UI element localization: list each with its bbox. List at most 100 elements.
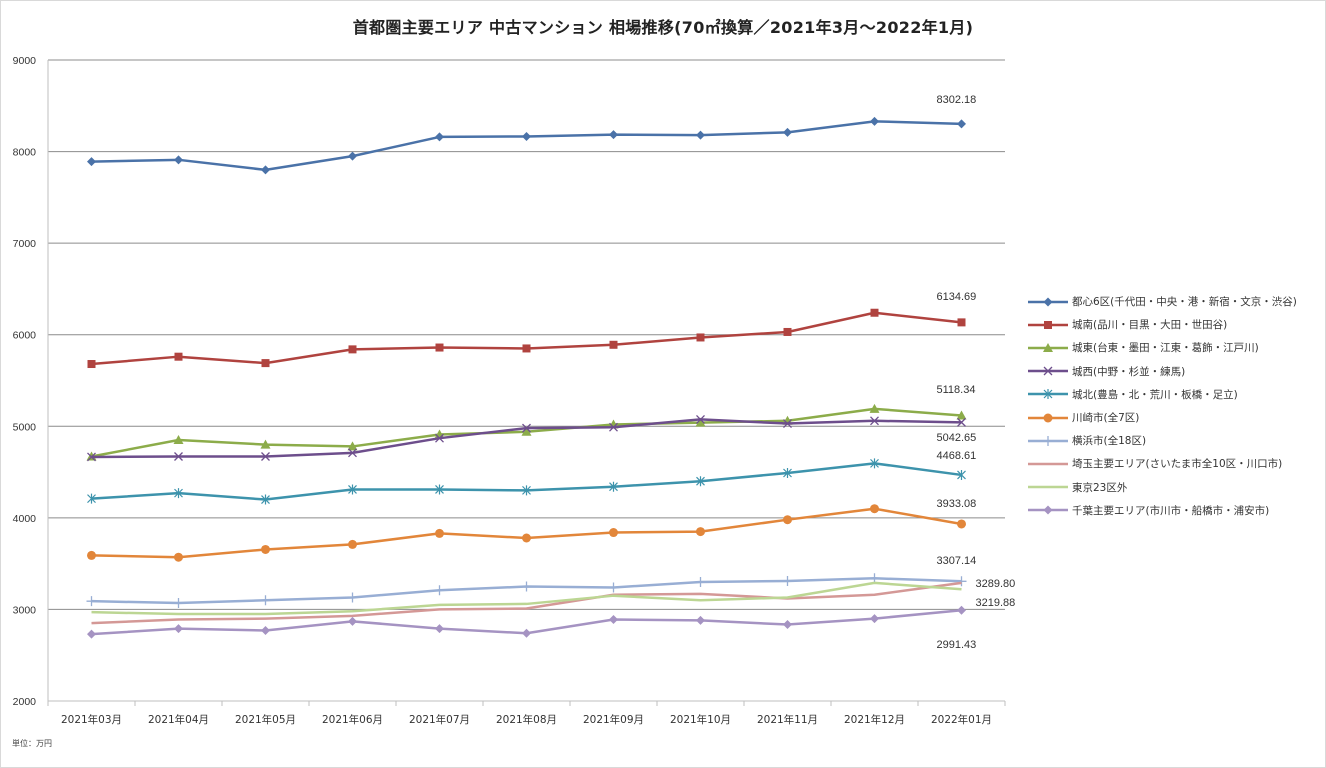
data-point <box>522 485 531 496</box>
series-4 <box>87 458 966 505</box>
y-tick-label: 8000 <box>13 147 37 159</box>
data-point <box>957 469 966 480</box>
x-tick-label: 2021年10月 <box>670 713 731 726</box>
data-point <box>783 620 792 630</box>
end-label: 5042.65 <box>937 432 977 444</box>
data-point <box>348 539 357 549</box>
legend-swatch <box>1028 366 1068 376</box>
data-point <box>956 576 967 587</box>
data-point <box>1043 366 1053 376</box>
x-tick-label: 2022年01月 <box>931 713 992 726</box>
legend-swatch <box>1028 320 1068 329</box>
data-point <box>348 448 357 458</box>
data-point <box>87 550 96 560</box>
legend-item: 城東(台東・墨田・江東・葛飾・江戸川) <box>1026 336 1297 359</box>
data-point <box>957 417 966 427</box>
data-point <box>87 452 96 462</box>
data-point <box>173 435 184 445</box>
series-6 <box>86 573 967 609</box>
data-point <box>435 528 444 538</box>
legend-label: 城西(中野・杉並・練馬) <box>1072 365 1186 378</box>
data-point <box>956 410 967 420</box>
data-point <box>261 625 270 635</box>
data-point <box>174 624 183 634</box>
data-point <box>782 576 793 587</box>
data-point <box>696 130 705 140</box>
series-lines <box>86 116 967 639</box>
legend-label: 城北(豊島・北・荒川・板橋・足立) <box>1072 388 1238 401</box>
legend-label: 城東(台東・墨田・江東・葛飾・江戸川) <box>1072 342 1259 355</box>
data-point <box>1043 435 1053 446</box>
data-point <box>696 333 705 342</box>
data-point <box>260 439 271 449</box>
series-line <box>91 581 962 625</box>
data-point <box>87 493 96 504</box>
x-tick-label: 2021年11月 <box>757 713 818 726</box>
data-point <box>261 544 270 554</box>
data-point <box>696 527 705 537</box>
legend-label: 横浜市(全18区) <box>1072 435 1147 448</box>
x-tick-label: 2021年03月 <box>61 713 122 726</box>
series-line <box>91 418 962 459</box>
data-point <box>609 340 618 349</box>
data-point <box>348 484 357 495</box>
data-point <box>870 308 879 317</box>
data-point <box>435 132 444 142</box>
series-2 <box>86 403 967 461</box>
data-point <box>609 130 618 140</box>
legend-item: 城南(品川・目黒・大田・世田谷) <box>1026 313 1297 336</box>
series-9 <box>87 605 966 639</box>
legend-item: 千葉主要エリア(市川市・船橋市・浦安市) <box>1026 499 1297 522</box>
data-point <box>522 533 531 543</box>
x-tick-label: 2021年09月 <box>583 713 644 726</box>
y-tick-label: 5000 <box>13 421 37 433</box>
data-point <box>609 528 618 538</box>
end-label: 8302.18 <box>937 94 977 106</box>
data-point <box>522 344 531 353</box>
data-point <box>1043 413 1053 423</box>
data-point <box>1044 320 1052 329</box>
data-point <box>174 488 183 499</box>
legend-item: 埼玉主要エリア(さいたま市全10区・川口市) <box>1026 452 1297 475</box>
data-point <box>695 417 706 427</box>
data-point <box>609 615 618 625</box>
data-point <box>434 585 445 596</box>
end-label: 3307.14 <box>937 555 977 567</box>
data-point <box>957 605 966 615</box>
data-point <box>174 552 183 562</box>
data-point <box>522 131 531 141</box>
y-tick-label: 3000 <box>13 604 37 616</box>
legend-item: 横浜市(全18区) <box>1026 429 1297 452</box>
series-5 <box>87 504 966 562</box>
data-point <box>261 165 270 175</box>
data-point <box>870 614 879 624</box>
y-tick-label: 7000 <box>13 238 37 250</box>
data-point <box>348 616 357 626</box>
legend-swatch <box>1028 413 1068 423</box>
y-axis-ticks: 2000 3000 4000 5000 6000 7000 8000 9000 <box>13 55 37 708</box>
series-1 <box>87 308 966 369</box>
data-point <box>87 360 96 369</box>
x-axis-ticks: 2021年03月 2021年04月 2021年05月 2021年06月 2021年07月… <box>61 713 992 726</box>
series-8 <box>91 581 962 616</box>
legend-swatch <box>1028 485 1068 489</box>
data-point <box>435 433 444 443</box>
y-tick-label: 6000 <box>13 330 37 342</box>
data-point <box>435 343 444 352</box>
end-label: 3219.88 <box>976 597 1016 609</box>
data-point <box>1043 297 1053 307</box>
series-line <box>91 120 962 172</box>
legend-label: 城南(品川・目黒・大田・世田谷) <box>1072 319 1228 332</box>
y-tick-label: 9000 <box>13 55 37 67</box>
series-line <box>91 311 962 366</box>
series-line <box>91 507 962 559</box>
data-point <box>174 352 183 361</box>
series-7 <box>91 581 962 625</box>
legend-label: 東京23区外 <box>1072 481 1128 494</box>
data-point <box>783 127 792 137</box>
data-point <box>1043 342 1053 352</box>
data-point <box>260 595 271 606</box>
data-point <box>783 419 792 428</box>
legend-item: 川崎市(全7区) <box>1026 406 1297 429</box>
